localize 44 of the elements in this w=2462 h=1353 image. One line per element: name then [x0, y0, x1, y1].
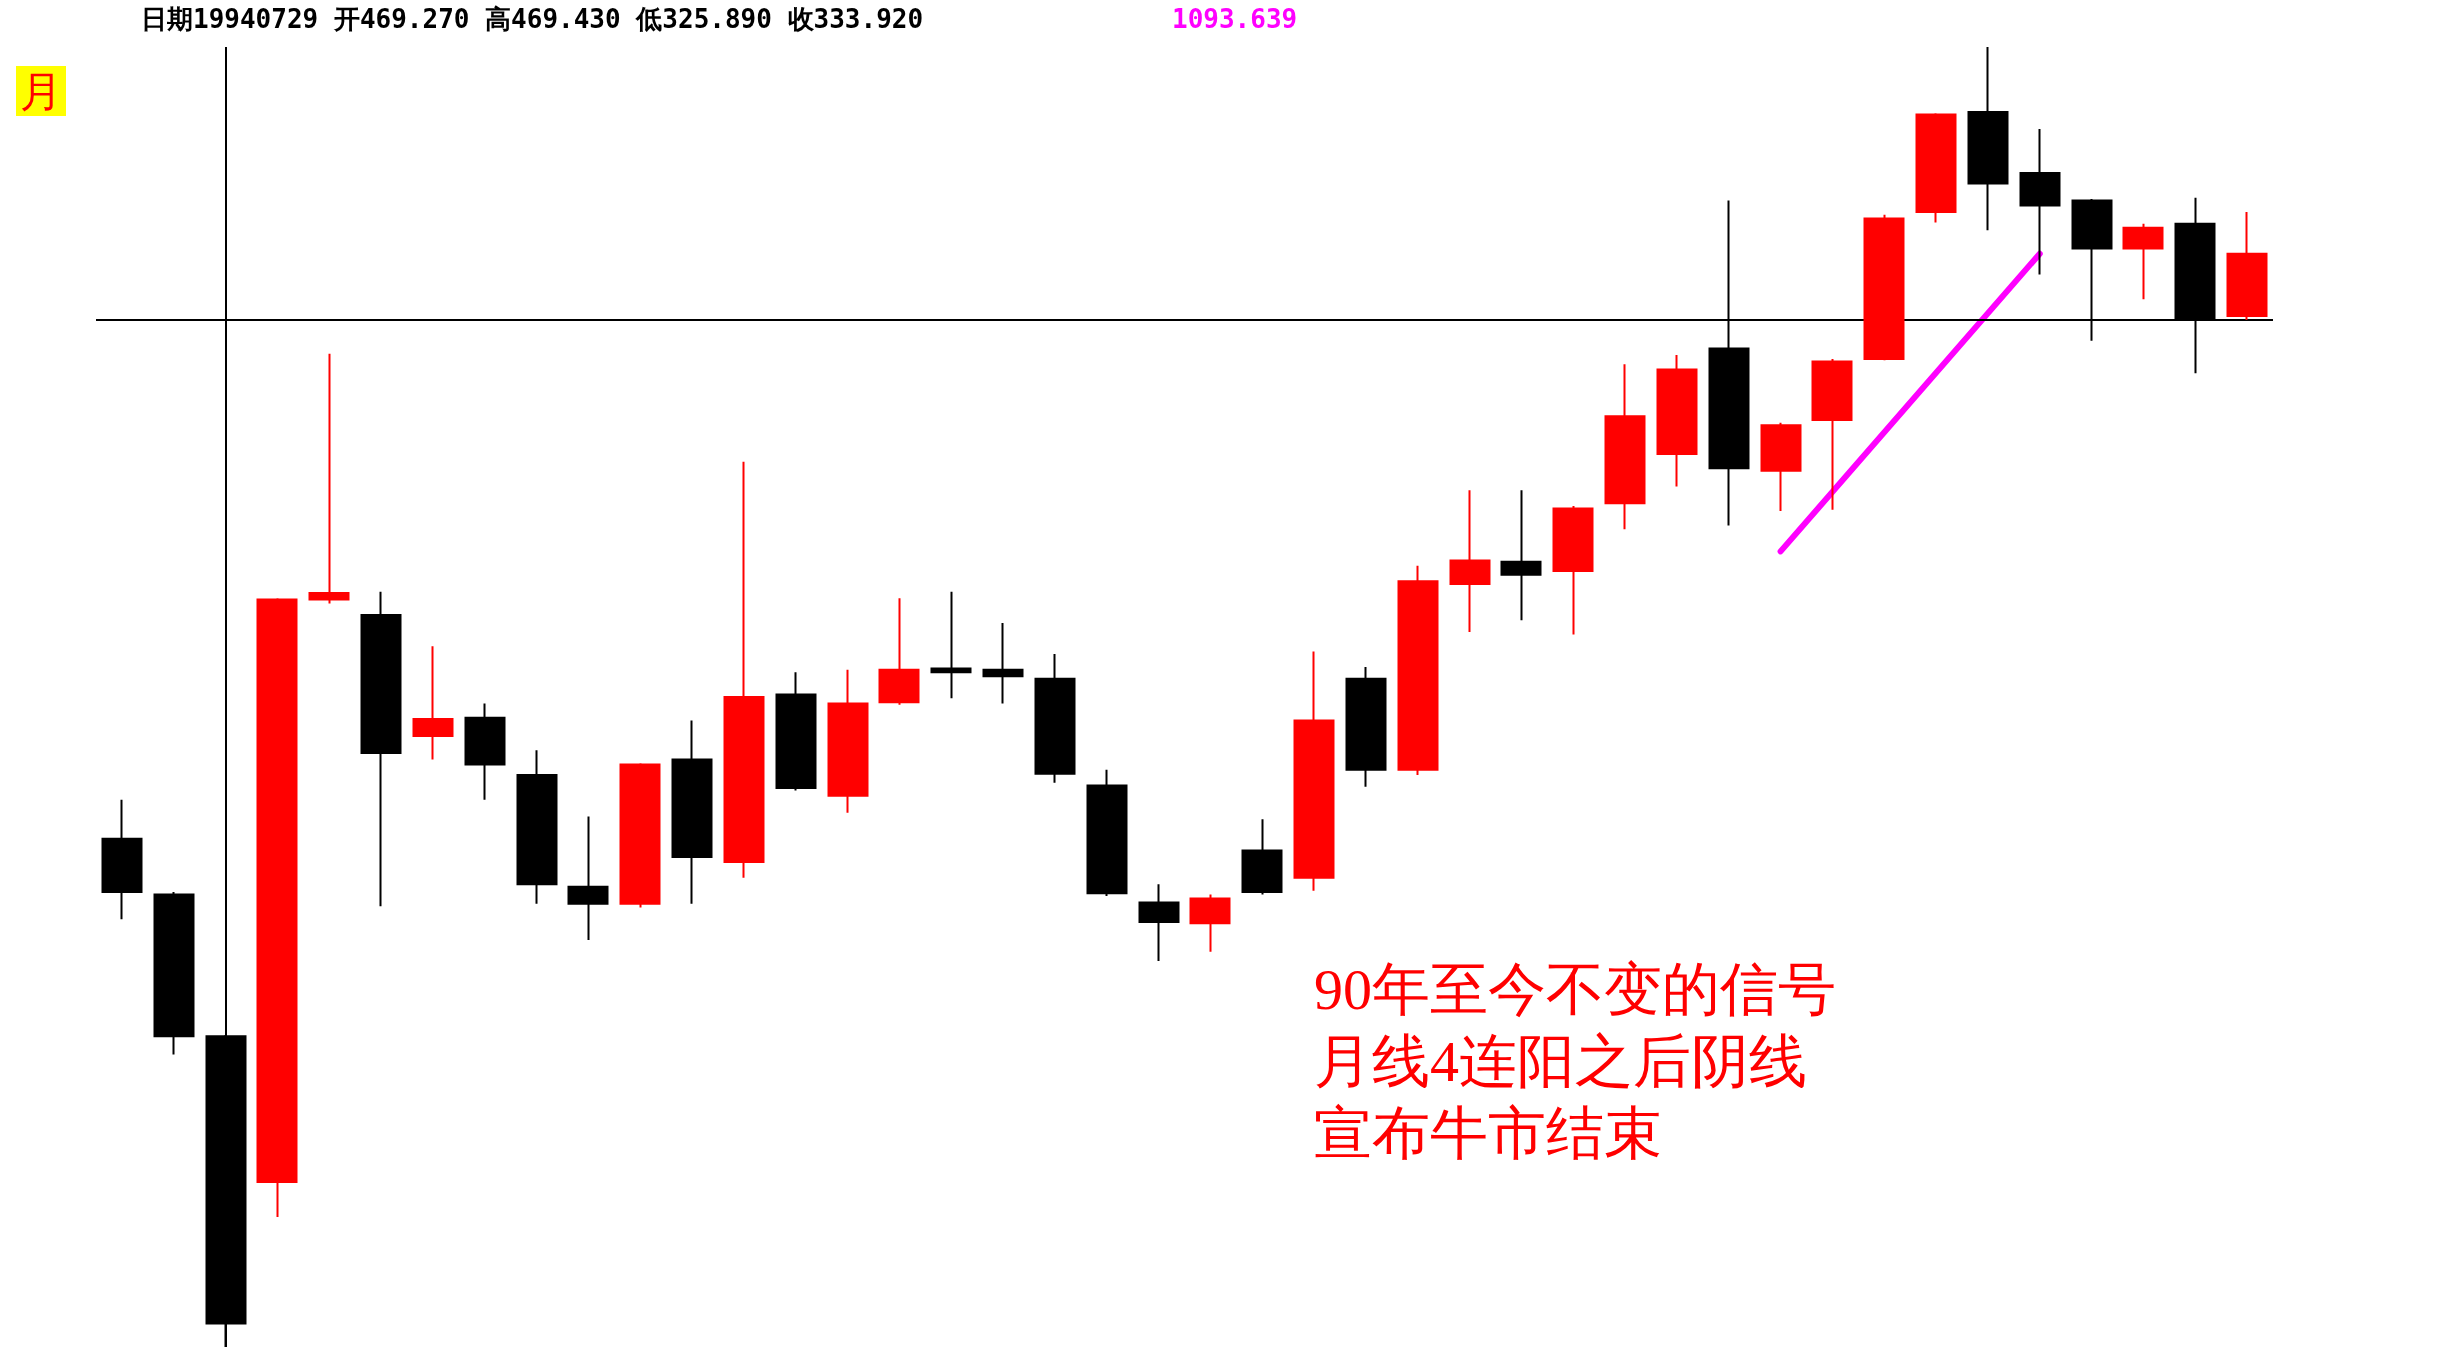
candlestick — [930, 590, 972, 700]
candlestick — [1863, 213, 1905, 362]
candlestick — [723, 460, 765, 879]
candlestick — [1967, 46, 2009, 232]
candlestick — [1293, 650, 1335, 892]
candlestick — [101, 798, 143, 921]
candlestick — [827, 668, 869, 814]
candlestick — [2226, 211, 2268, 321]
candlestick — [1189, 893, 1231, 953]
candlestick — [256, 597, 298, 1218]
candlestick — [1811, 358, 1853, 511]
candlestick — [1138, 883, 1180, 962]
candlestick — [308, 352, 350, 605]
candlestick — [1086, 768, 1128, 897]
candlestick — [1500, 489, 1542, 622]
candlestick — [982, 621, 1024, 705]
candlestick — [360, 590, 402, 908]
candlestick — [1034, 653, 1076, 784]
candlestick — [464, 702, 506, 801]
candlestick — [1760, 421, 1802, 513]
annotation: 90年至今不变的信号 — [1314, 956, 1836, 1022]
candlestick — [1604, 363, 1646, 531]
candlestick — [671, 719, 713, 905]
text: 1093.639 — [1172, 4, 1298, 34]
candlestick — [619, 762, 661, 909]
candlestick — [516, 749, 558, 905]
annotation: 月线4连阳之后阴线 — [1314, 1028, 1807, 1094]
candlestick — [1345, 666, 1387, 788]
candlestick — [1449, 489, 1491, 633]
candlestick — [1397, 564, 1439, 776]
candlestick — [1241, 818, 1283, 896]
candlestick — [775, 671, 817, 792]
annotation: 宣布牛市结束 — [1314, 1100, 1662, 1166]
text: 日期19940729 开469.270 高469.430 低325.890 收333.920 — [141, 4, 924, 34]
candlestick — [153, 891, 195, 1056]
candlestick — [412, 645, 454, 761]
candlestick — [2019, 127, 2061, 276]
candlestick — [1915, 112, 1957, 224]
candlestick — [1552, 504, 1594, 636]
candlestick — [878, 597, 920, 706]
text: 月 — [20, 66, 62, 116]
candlestick — [2122, 222, 2164, 301]
candlestick — [1656, 354, 1698, 488]
candlestick — [567, 815, 609, 942]
